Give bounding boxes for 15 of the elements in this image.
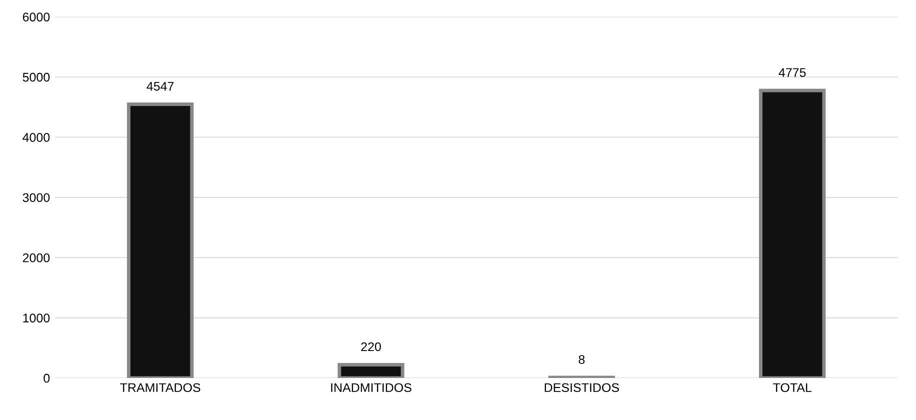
x-tick-label: TOTAL (773, 383, 812, 392)
x-tick-label: DESISTIDOS (544, 383, 619, 392)
data-label: 220 (361, 342, 381, 352)
y-tick-label: 4000 (22, 133, 50, 142)
y-tick-label: 0 (44, 374, 50, 383)
data-label: 4547 (146, 82, 174, 91)
y-tick-label: 3000 (22, 193, 50, 202)
data-label: 8 (578, 355, 585, 364)
y-tick-label: 2000 (22, 253, 50, 262)
data-label: 4775 (778, 68, 806, 77)
y-tick-label: 1000 (23, 314, 50, 322)
x-tick-label: INADMITIDOS (331, 383, 412, 392)
y-tick-label: 5000 (22, 72, 50, 82)
x-tick-label: TRAMITADOS (120, 383, 200, 392)
y-tick-label: 6000 (22, 12, 50, 22)
